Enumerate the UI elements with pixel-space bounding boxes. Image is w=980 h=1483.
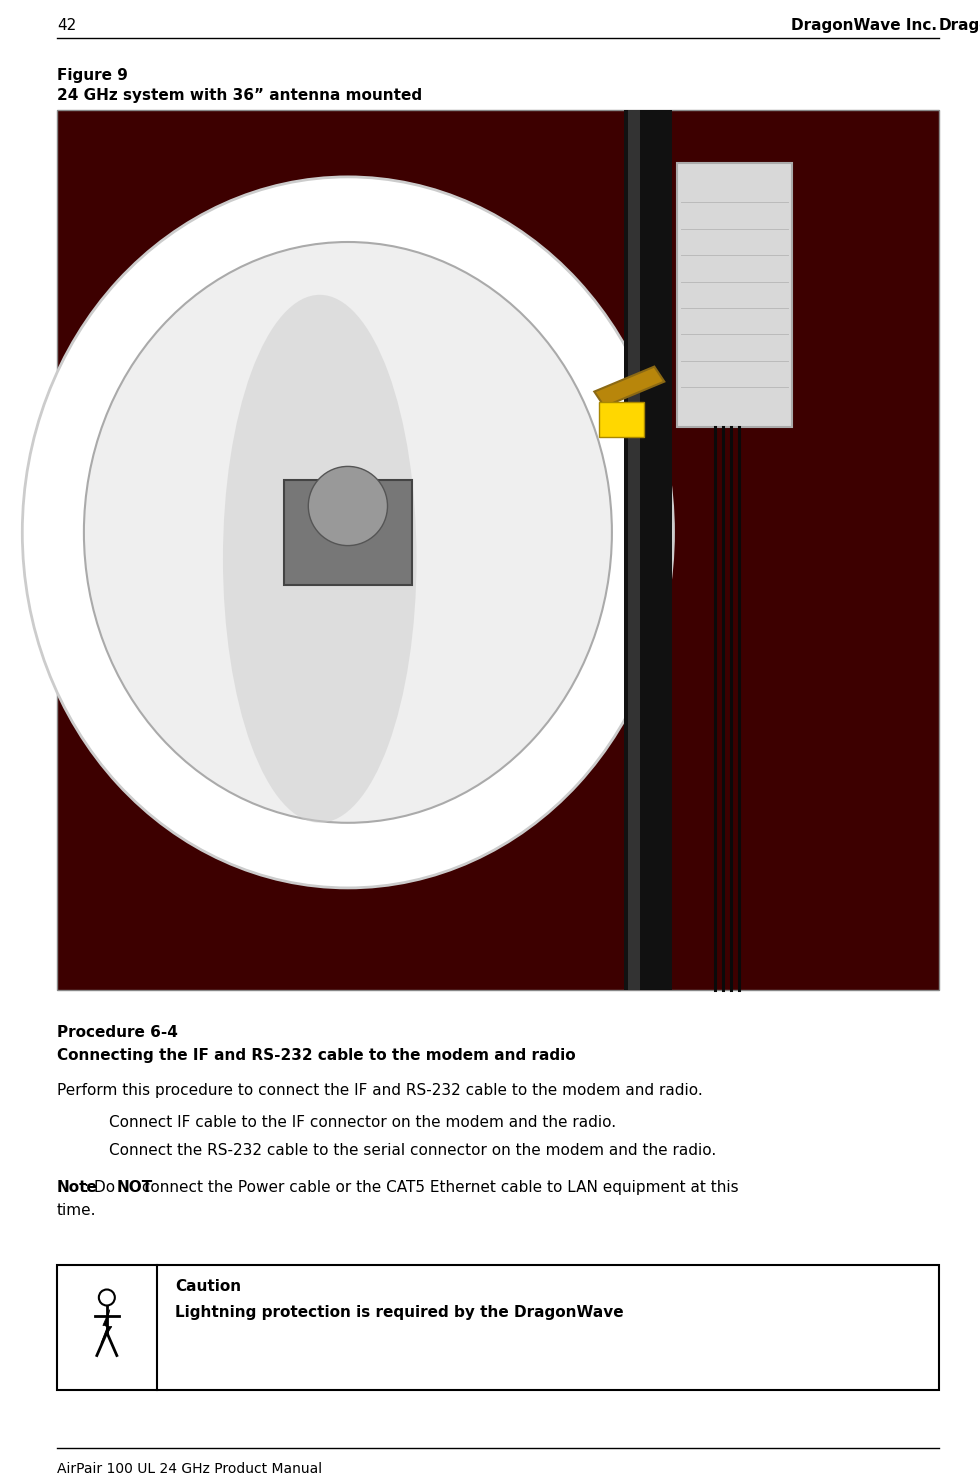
Text: AirPair 100 UL 24 GHz Product Manual: AirPair 100 UL 24 GHz Product Manual bbox=[57, 1462, 322, 1476]
Bar bbox=[627, 110, 640, 991]
Text: Dragon: Dragon bbox=[939, 18, 980, 33]
Text: Caution: Caution bbox=[174, 1278, 241, 1295]
Text: Connect IF cable to the IF connector on the modem and the radio.: Connect IF cable to the IF connector on … bbox=[109, 1115, 616, 1130]
Polygon shape bbox=[101, 1309, 112, 1344]
Ellipse shape bbox=[84, 242, 612, 823]
Text: Figure 9: Figure 9 bbox=[57, 68, 127, 83]
Circle shape bbox=[99, 1290, 115, 1305]
Text: NOT: NOT bbox=[117, 1180, 153, 1195]
Polygon shape bbox=[594, 366, 664, 406]
Text: time.: time. bbox=[57, 1203, 96, 1218]
Bar bbox=[600, 402, 644, 436]
Text: Note: Note bbox=[57, 1180, 98, 1195]
Text: : Do: : Do bbox=[84, 1180, 121, 1195]
Text: connect the Power cable or the CAT5 Ethernet cable to LAN equipment at this: connect the Power cable or the CAT5 Ethe… bbox=[137, 1180, 739, 1195]
Text: 42: 42 bbox=[57, 18, 76, 33]
Text: 24 GHz system with 36” antenna mounted: 24 GHz system with 36” antenna mounted bbox=[57, 87, 422, 102]
Text: Connecting the IF and RS-232 cable to the modem and radio: Connecting the IF and RS-232 cable to th… bbox=[57, 1048, 575, 1063]
Bar bbox=[57, 110, 939, 991]
Ellipse shape bbox=[222, 295, 416, 823]
Text: Lightning protection is required by the DragonWave: Lightning protection is required by the … bbox=[174, 1305, 623, 1320]
Ellipse shape bbox=[23, 176, 673, 888]
Text: Procedure 6-4: Procedure 6-4 bbox=[57, 1025, 177, 1040]
Bar bbox=[677, 163, 792, 427]
Text: DragonWave Inc.: DragonWave Inc. bbox=[791, 18, 937, 33]
Bar bbox=[57, 1265, 939, 1390]
Circle shape bbox=[309, 466, 387, 546]
Bar bbox=[284, 479, 412, 586]
Bar bbox=[623, 110, 672, 991]
Text: Perform this procedure to connect the IF and RS-232 cable to the modem and radio: Perform this procedure to connect the IF… bbox=[57, 1083, 703, 1097]
Text: Connect the RS-232 cable to the serial connector on the modem and the radio.: Connect the RS-232 cable to the serial c… bbox=[109, 1143, 716, 1158]
